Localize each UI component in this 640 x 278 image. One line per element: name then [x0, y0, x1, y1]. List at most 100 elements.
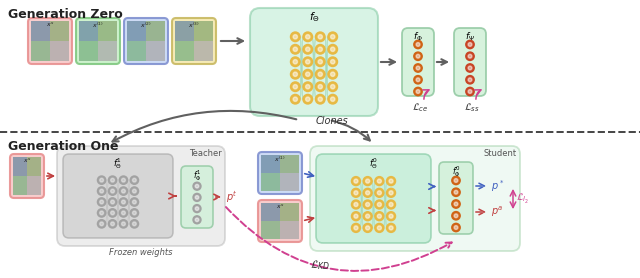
- Circle shape: [111, 200, 115, 204]
- Circle shape: [354, 179, 358, 183]
- Circle shape: [293, 97, 298, 101]
- Circle shape: [414, 64, 422, 72]
- Circle shape: [303, 32, 312, 42]
- Circle shape: [100, 222, 104, 226]
- Circle shape: [97, 198, 106, 206]
- FancyBboxPatch shape: [28, 18, 72, 64]
- Circle shape: [291, 70, 300, 79]
- Circle shape: [130, 176, 139, 184]
- Circle shape: [119, 220, 127, 228]
- Circle shape: [316, 32, 325, 42]
- Circle shape: [387, 212, 396, 221]
- Circle shape: [452, 176, 460, 185]
- Circle shape: [468, 66, 472, 70]
- Circle shape: [468, 90, 472, 93]
- Circle shape: [100, 189, 104, 193]
- Circle shape: [306, 97, 310, 101]
- Circle shape: [387, 200, 396, 209]
- Circle shape: [389, 226, 393, 230]
- Circle shape: [318, 72, 323, 76]
- Circle shape: [387, 177, 396, 186]
- Text: Generation Zero: Generation Zero: [8, 8, 123, 21]
- Circle shape: [378, 202, 381, 207]
- Circle shape: [375, 200, 384, 209]
- Text: $p^*$: $p^*$: [491, 178, 504, 194]
- Text: $p^a$: $p^a$: [491, 205, 504, 219]
- Circle shape: [454, 226, 458, 229]
- Circle shape: [100, 200, 104, 204]
- Circle shape: [387, 188, 396, 197]
- Bar: [261, 203, 280, 220]
- Circle shape: [328, 44, 337, 54]
- Circle shape: [111, 222, 115, 226]
- Circle shape: [351, 200, 360, 209]
- Bar: [194, 41, 212, 61]
- Bar: [280, 173, 298, 190]
- Circle shape: [303, 57, 312, 66]
- Bar: [50, 21, 68, 41]
- Circle shape: [132, 222, 136, 226]
- Circle shape: [193, 182, 201, 190]
- Circle shape: [293, 72, 298, 76]
- Circle shape: [132, 189, 136, 193]
- Circle shape: [293, 85, 298, 89]
- Circle shape: [306, 35, 310, 39]
- Circle shape: [291, 82, 300, 91]
- Circle shape: [389, 179, 393, 183]
- Circle shape: [375, 188, 384, 197]
- Circle shape: [416, 43, 420, 46]
- Circle shape: [466, 76, 474, 84]
- Circle shape: [122, 211, 125, 215]
- Circle shape: [303, 70, 312, 79]
- Circle shape: [466, 40, 474, 49]
- Bar: [27, 176, 40, 195]
- Text: $f^0_{\Phi}$: $f^0_{\Phi}$: [452, 164, 460, 179]
- Circle shape: [318, 35, 323, 39]
- Circle shape: [351, 212, 360, 221]
- Circle shape: [328, 57, 337, 66]
- Circle shape: [293, 47, 298, 51]
- Circle shape: [122, 178, 125, 182]
- Circle shape: [111, 178, 115, 182]
- Circle shape: [416, 66, 420, 70]
- Circle shape: [328, 95, 337, 104]
- FancyBboxPatch shape: [63, 154, 173, 238]
- Circle shape: [354, 202, 358, 207]
- Circle shape: [351, 224, 360, 232]
- Circle shape: [303, 82, 312, 91]
- Circle shape: [306, 85, 310, 89]
- Circle shape: [452, 212, 460, 220]
- Text: $f_{\Phi}$: $f_{\Phi}$: [413, 30, 423, 43]
- Circle shape: [318, 47, 323, 51]
- Bar: [146, 41, 164, 61]
- Circle shape: [306, 72, 310, 76]
- Circle shape: [318, 85, 323, 89]
- Circle shape: [122, 189, 125, 193]
- Circle shape: [389, 191, 393, 195]
- Bar: [50, 41, 68, 61]
- Circle shape: [365, 191, 370, 195]
- Circle shape: [122, 200, 125, 204]
- Circle shape: [291, 57, 300, 66]
- Circle shape: [97, 187, 106, 195]
- Circle shape: [330, 59, 335, 64]
- Circle shape: [316, 44, 325, 54]
- Circle shape: [119, 209, 127, 217]
- Circle shape: [378, 179, 381, 183]
- Circle shape: [416, 90, 420, 93]
- Circle shape: [375, 212, 384, 221]
- Bar: [261, 155, 280, 173]
- Circle shape: [108, 176, 116, 184]
- Circle shape: [414, 52, 422, 60]
- Circle shape: [328, 70, 337, 79]
- Text: Teacher: Teacher: [189, 149, 222, 158]
- Text: Frozen weights: Frozen weights: [109, 248, 173, 257]
- Circle shape: [330, 72, 335, 76]
- Circle shape: [330, 85, 335, 89]
- Circle shape: [468, 43, 472, 46]
- Bar: [31, 41, 49, 61]
- Circle shape: [387, 224, 396, 232]
- Text: $\mathcal{L}_{ss}$: $\mathcal{L}_{ss}$: [464, 101, 480, 114]
- Circle shape: [414, 87, 422, 96]
- Text: Clones: Clones: [316, 116, 348, 126]
